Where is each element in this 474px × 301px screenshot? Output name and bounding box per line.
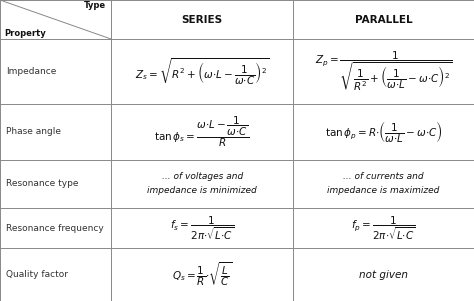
Text: impedance is maximized: impedance is maximized bbox=[327, 186, 440, 195]
Text: Resonance frequency: Resonance frequency bbox=[6, 224, 103, 232]
Text: Resonance type: Resonance type bbox=[6, 179, 78, 188]
Text: $Q_s = \dfrac{1}{R}{\cdot}\sqrt{\dfrac{L}{C}}$: $Q_s = \dfrac{1}{R}{\cdot}\sqrt{\dfrac{L… bbox=[172, 261, 232, 289]
Text: Quality factor: Quality factor bbox=[6, 270, 68, 279]
Text: ... of voltages and: ... of voltages and bbox=[162, 172, 243, 182]
Text: Impedance: Impedance bbox=[6, 67, 56, 76]
Text: $\tan\phi_s = \dfrac{\omega{\cdot}L - \dfrac{1}{\omega{\cdot}C}}{R}$: $\tan\phi_s = \dfrac{\omega{\cdot}L - \d… bbox=[155, 114, 250, 149]
Text: PARALLEL: PARALLEL bbox=[355, 14, 412, 25]
Text: $f_s = \dfrac{1}{2\pi{\cdot}\sqrt{L{\cdot}C}}$: $f_s = \dfrac{1}{2\pi{\cdot}\sqrt{L{\cdo… bbox=[170, 214, 234, 242]
Text: Type: Type bbox=[83, 1, 106, 10]
Text: not given: not given bbox=[359, 270, 408, 280]
Text: Property: Property bbox=[4, 29, 46, 38]
Text: $\tan\phi_p = R{\cdot}\left(\dfrac{1}{\omega{\cdot}L} - \omega{\cdot}C\right)$: $\tan\phi_p = R{\cdot}\left(\dfrac{1}{\o… bbox=[325, 119, 442, 145]
Text: ... of currents and: ... of currents and bbox=[343, 172, 424, 182]
Text: SERIES: SERIES bbox=[182, 14, 223, 25]
Text: $Z_s = \sqrt{R^2 + \left(\omega{\cdot}L - \dfrac{1}{\omega{\cdot}C}\right)^2}$: $Z_s = \sqrt{R^2 + \left(\omega{\cdot}L … bbox=[135, 56, 269, 87]
Text: $Z_p = \dfrac{1}{\sqrt{\dfrac{1}{R^2} + \left(\dfrac{1}{\omega{\cdot}L} - \omega: $Z_p = \dfrac{1}{\sqrt{\dfrac{1}{R^2} + … bbox=[315, 50, 452, 93]
Text: impedance is minimized: impedance is minimized bbox=[147, 186, 257, 195]
Text: $f_p = \dfrac{1}{2\pi{\cdot}\sqrt{L{\cdot}C}}$: $f_p = \dfrac{1}{2\pi{\cdot}\sqrt{L{\cdo… bbox=[351, 214, 416, 242]
Text: Phase angle: Phase angle bbox=[6, 127, 61, 136]
